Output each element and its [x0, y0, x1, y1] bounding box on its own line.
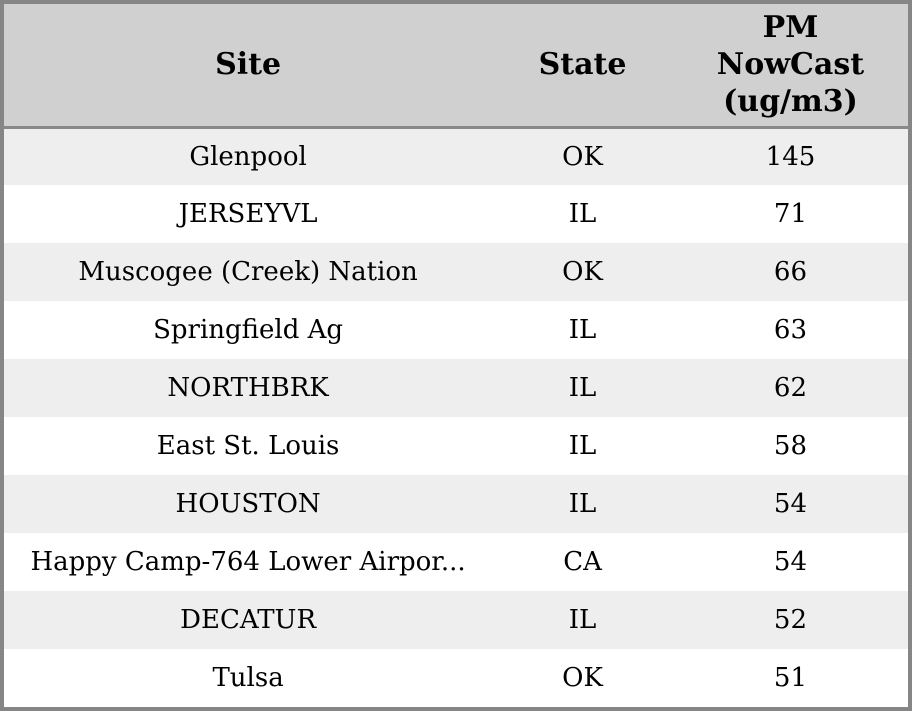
table-row: Tulsa OK 51	[4, 649, 908, 707]
cell-site: JERSEYVL	[178, 199, 318, 229]
table-body: Glenpool OK 145 JERSEYVL IL 71 Muscogee …	[4, 127, 908, 707]
cell-state: OK	[562, 141, 603, 172]
column-header-site: Site	[4, 4, 493, 129]
cell-state: IL	[568, 315, 597, 345]
cell-site: HOUSTON	[175, 489, 321, 519]
header-row: Site State PM NowCast (ug/m3)	[4, 4, 908, 129]
cell-pm-nowcast: 51	[773, 663, 808, 693]
cell-site: East St. Louis	[156, 431, 340, 461]
cell-site: Springfield Ag	[153, 315, 344, 345]
cell-pm-nowcast: 52	[773, 605, 808, 635]
cell-pm-nowcast: 54	[773, 547, 808, 577]
table-row: NORTHBRK IL 62	[4, 359, 908, 417]
table-row: HOUSTON IL 54	[4, 475, 908, 533]
cell-site: DECATUR	[180, 605, 317, 635]
cell-site: Happy Camp-764 Lower Airpor...	[30, 547, 466, 577]
column-header-site-label: Site	[215, 47, 282, 83]
cell-state: OK	[562, 257, 603, 287]
cell-pm-nowcast: 63	[773, 315, 808, 345]
cell-site: NORTHBRK	[167, 373, 329, 403]
cell-state: IL	[568, 489, 597, 519]
table-row: DECATUR IL 52	[4, 591, 908, 649]
cell-site: Tulsa	[212, 663, 284, 693]
cell-pm-nowcast: 62	[773, 373, 808, 403]
table-row: Happy Camp-764 Lower Airpor... CA 54	[4, 533, 908, 591]
table-header: Site State PM NowCast (ug/m3)	[4, 4, 908, 129]
cell-pm-nowcast: 54	[773, 489, 808, 519]
cell-state: IL	[568, 605, 597, 635]
cell-site: Muscogee (Creek) Nation	[78, 257, 418, 287]
column-header-pm-nowcast: PM NowCast (ug/m3)	[672, 4, 908, 129]
cell-state: IL	[568, 431, 597, 461]
cell-state: CA	[563, 547, 602, 577]
cell-site: Glenpool	[189, 141, 307, 172]
table-row: Springfield Ag IL 63	[4, 301, 908, 359]
column-header-state: State	[492, 4, 673, 129]
table-row: Muscogee (Creek) Nation OK 66	[4, 243, 908, 301]
cell-state: IL	[568, 373, 597, 403]
column-header-pm-nowcast-label: PM NowCast (ug/m3)	[716, 10, 865, 120]
pm-nowcast-table: Site State PM NowCast (ug/m3) Glenpool O…	[4, 4, 908, 707]
cell-pm-nowcast: 66	[773, 257, 808, 287]
cell-state: IL	[568, 199, 597, 229]
column-header-state-label: State	[538, 47, 627, 83]
cell-pm-nowcast: 145	[765, 141, 816, 172]
cell-pm-nowcast: 71	[773, 199, 808, 229]
cell-state: OK	[562, 663, 603, 693]
table-row: East St. Louis IL 58	[4, 417, 908, 475]
cell-pm-nowcast: 58	[773, 431, 808, 461]
table-row: JERSEYVL IL 71	[4, 185, 908, 243]
table-row: Glenpool OK 145	[4, 127, 908, 185]
